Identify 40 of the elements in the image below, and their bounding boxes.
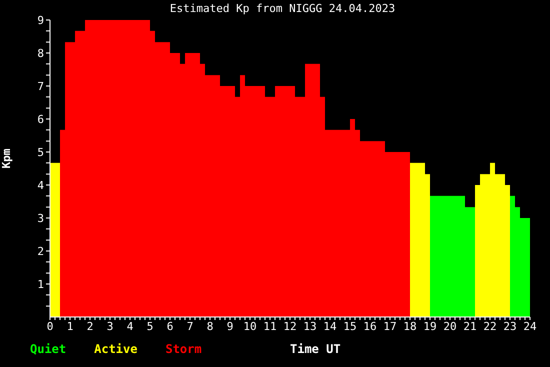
x-tick-label: 14 [323, 320, 337, 333]
x-tick-label: 4 [126, 320, 134, 333]
y-tick-label: 7 [37, 80, 44, 93]
y-axis-title: Kpm [0, 148, 13, 168]
x-tick-label: 6 [166, 320, 174, 333]
x-tick-label: 11 [263, 320, 277, 333]
x-axis-title: Time UT [290, 342, 341, 356]
x-tick-label: 18 [403, 320, 417, 333]
y-tick-label: 9 [37, 14, 44, 27]
x-tick-label: 19 [423, 320, 437, 333]
x-tick-label: 2 [86, 320, 94, 333]
y-tick-label: 8 [37, 46, 44, 60]
x-tick-label: 20 [443, 320, 457, 333]
y-tick-label: 6 [37, 112, 44, 126]
x-tick-label: 24 [523, 320, 537, 333]
chart-title: Estimated Kp from NIGGG 24.04.2023 [168, 2, 396, 15]
x-tick-label: 9 [226, 320, 234, 333]
x-tick-label: 10 [243, 320, 257, 333]
x-tick-label: 7 [186, 320, 194, 333]
x-tick-label: 17 [383, 320, 397, 333]
x-tick-label: 8 [206, 320, 214, 333]
y-tick-label: 4 [37, 178, 44, 192]
y-tick-label: 1 [37, 278, 44, 291]
x-tick-label: 16 [363, 320, 377, 333]
x-tick-label: 5 [146, 320, 154, 333]
x-tick-label: 0 [46, 320, 54, 333]
x-tick-label: 12 [283, 320, 297, 333]
x-tick-label: 23 [503, 320, 517, 333]
y-tick-label: 3 [37, 212, 44, 225]
text: Storm [165, 342, 202, 356]
y-tick-label: 2 [37, 244, 44, 258]
x-tick-label: 13 [303, 320, 317, 333]
x-tick-label: 3 [106, 320, 114, 333]
x-tick-label: 1 [66, 320, 74, 333]
text: Active [94, 342, 138, 356]
x-tick-label: 22 [483, 320, 497, 333]
x-tick-label: 21 [463, 320, 477, 333]
y-tick-label: 5 [37, 146, 44, 159]
text: Quiet [30, 342, 66, 356]
x-tick-label: 15 [343, 320, 357, 333]
